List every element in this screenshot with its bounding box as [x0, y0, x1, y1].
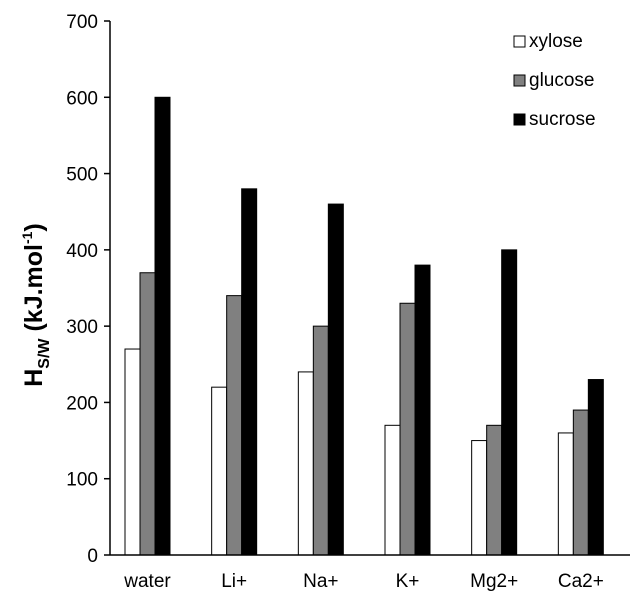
y-axis-title: HS/W (kJ.mol-1) [19, 223, 53, 387]
bar-sucrose-k [414, 264, 431, 556]
x-tick-label: Mg2+ [470, 571, 518, 592]
bar-glucose-ca2 [572, 409, 589, 556]
legend-swatch-glucose [513, 74, 526, 87]
y-axis-title-unit: (kJ.mol [20, 244, 48, 338]
legend-label-sucrose: sucrose [529, 109, 596, 130]
bar-sucrose-ca2 [587, 379, 604, 556]
legend-label-glucose: glucose [529, 70, 595, 91]
x-tick-label: Ca2+ [558, 571, 604, 592]
y-axis-title-superscript: -1 [19, 231, 35, 244]
legend: xylose glucose sucrose [513, 31, 596, 130]
bar-glucose-li [226, 295, 243, 556]
legend-swatch-sucrose [513, 113, 526, 126]
bar-xylose-mg2 [471, 440, 488, 556]
bars-group [124, 96, 604, 556]
x-tick-label: K+ [396, 571, 420, 592]
x-tick-label: Na+ [303, 571, 338, 592]
bar-xylose-na [297, 371, 314, 556]
x-tick-label: water [123, 571, 171, 592]
y-tick-label: 400 [66, 241, 98, 262]
bar-xylose-water [124, 348, 141, 556]
bar-sucrose-water [154, 96, 171, 556]
bar-glucose-k [399, 302, 416, 556]
y-tick-label: 300 [66, 317, 98, 338]
bar-xylose-ca2 [557, 432, 574, 556]
bar-xylose-k [384, 424, 401, 556]
y-tick-label: 200 [66, 393, 98, 414]
y-axis-title-subscript: S/W [36, 338, 53, 369]
y-tick-label: 600 [66, 88, 98, 109]
y-axis-title-unit-close: ) [20, 223, 48, 231]
legend-swatch-xylose [513, 35, 526, 48]
bar-glucose-water [139, 272, 156, 556]
bar-sucrose-li [241, 188, 258, 556]
y-ticks-group: 0 100 200 300 400 500 600 700 [66, 12, 110, 567]
y-tick-label: 0 [87, 546, 98, 567]
bar-sucrose-mg2 [501, 249, 518, 556]
axes-group [109, 21, 630, 556]
y-tick-label: 700 [66, 12, 98, 33]
y-tick-label: 100 [66, 470, 98, 491]
bar-glucose-na [312, 325, 329, 556]
bar-xylose-li [211, 386, 228, 556]
x-tick-label: Li+ [221, 571, 247, 592]
y-axis-title-main: H [20, 369, 48, 387]
y-tick-label: 500 [66, 165, 98, 186]
bar-sucrose-na [327, 203, 344, 556]
legend-label-xylose: xylose [529, 31, 583, 52]
bar-glucose-mg2 [486, 424, 503, 556]
x-ticks-group: water Li+ Na+ K+ Mg2+ Ca2+ [123, 571, 604, 592]
